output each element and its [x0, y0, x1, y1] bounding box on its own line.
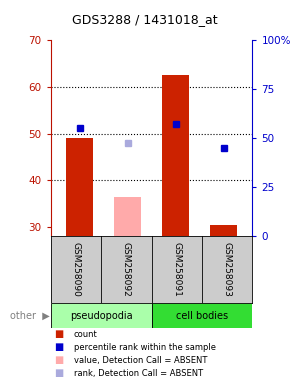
Text: GSM258092: GSM258092	[122, 242, 131, 297]
Text: ■: ■	[54, 342, 63, 352]
Text: ■: ■	[54, 355, 63, 365]
Text: cell bodies: cell bodies	[176, 311, 228, 321]
Bar	[151, 303, 252, 328]
Bar	[51, 303, 151, 328]
Text: GDS3288 / 1431018_at: GDS3288 / 1431018_at	[72, 13, 218, 26]
Text: GSM258093: GSM258093	[223, 242, 232, 297]
Bar	[114, 197, 141, 236]
Bar	[162, 75, 189, 236]
Bar	[66, 138, 93, 236]
Text: ■: ■	[54, 329, 63, 339]
Text: pseudopodia: pseudopodia	[70, 311, 133, 321]
Text: count: count	[74, 329, 98, 339]
Text: ■: ■	[54, 368, 63, 378]
Text: percentile rank within the sample: percentile rank within the sample	[74, 343, 216, 352]
Text: rank, Detection Call = ABSENT: rank, Detection Call = ABSENT	[74, 369, 203, 378]
Text: GSM258090: GSM258090	[71, 242, 80, 297]
Text: value, Detection Call = ABSENT: value, Detection Call = ABSENT	[74, 356, 207, 365]
Text: GSM258091: GSM258091	[172, 242, 181, 297]
Bar	[210, 225, 237, 236]
Text: other  ▶: other ▶	[10, 311, 49, 321]
